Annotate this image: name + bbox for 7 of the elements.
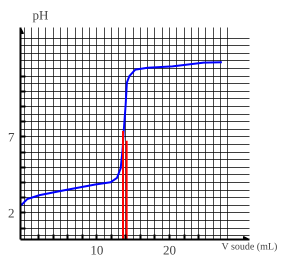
y-tick-label: 2 [8, 205, 14, 220]
x-tick-label: 20 [163, 242, 176, 258]
x-tick-label: 10 [90, 242, 104, 258]
x-axis-title: V soude (mL) [221, 242, 278, 252]
line-series [20, 61, 223, 206]
y-tick-label: 7 [8, 129, 15, 144]
y-axis-title: pH [32, 8, 48, 22]
